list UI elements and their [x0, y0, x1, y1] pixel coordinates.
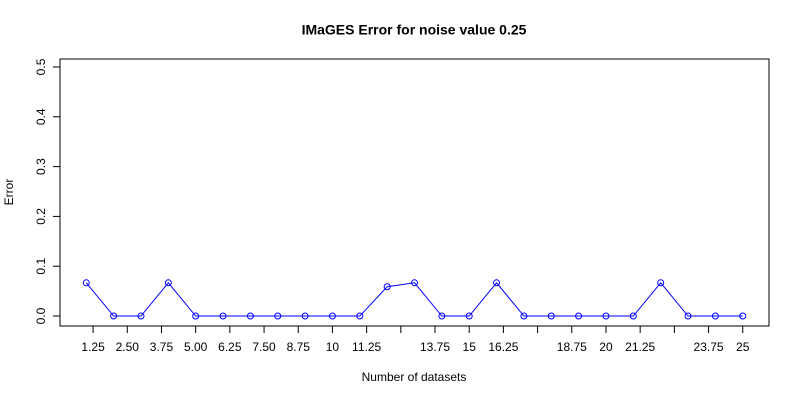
- x-axis-label: Number of datasets: [362, 370, 467, 384]
- y-axis-label: Error: [2, 179, 16, 206]
- point: [164, 279, 172, 287]
- x-tick-label: 21.25: [625, 340, 655, 354]
- point: [465, 312, 473, 320]
- point: [274, 312, 282, 320]
- plot-frame: [59, 58, 770, 327]
- x-tick-label: 1.25: [81, 340, 105, 354]
- x-tick-label: 18.75: [557, 340, 587, 354]
- point: [192, 312, 200, 320]
- x-tick-label: 23.75: [694, 340, 724, 354]
- y-tick-label: 0.5: [34, 58, 48, 75]
- y-tick-label: 0.2: [34, 208, 48, 225]
- y-tick-label: 0.3: [34, 158, 48, 175]
- x-tick-label: 25: [736, 340, 750, 354]
- point: [657, 279, 665, 287]
- x-tick-label: 5.00: [184, 340, 208, 354]
- y-tick-label: 0.1: [34, 258, 48, 275]
- x-tick-label: 10: [326, 340, 340, 354]
- point: [82, 279, 90, 287]
- point: [246, 312, 254, 320]
- series-line: [85, 282, 743, 317]
- point: [328, 312, 336, 320]
- x-tick-label: 3.75: [150, 340, 174, 354]
- point: [520, 312, 528, 320]
- point: [219, 312, 227, 320]
- x-tick-label: 2.50: [116, 340, 140, 354]
- x-tick-label: 6.25: [218, 340, 242, 354]
- point: [629, 312, 637, 320]
- point: [110, 312, 118, 320]
- x-tick-label: 15: [463, 340, 477, 354]
- point: [301, 312, 309, 320]
- point: [383, 283, 391, 291]
- point: [602, 312, 610, 320]
- point: [575, 312, 583, 320]
- point: [438, 312, 446, 320]
- x-tick-label: 7.50: [252, 340, 276, 354]
- x-tick-label: 8.75: [287, 340, 311, 354]
- point: [356, 312, 364, 320]
- chart-title: IMaGES Error for noise value 0.25: [302, 22, 527, 38]
- point: [739, 312, 747, 320]
- x-tick-label: 20: [599, 340, 613, 354]
- point: [411, 279, 418, 287]
- x-tick-label: 13.75: [420, 340, 450, 354]
- x-tick-label: 16.25: [488, 340, 518, 354]
- y-tick-label: 0.0: [34, 307, 48, 324]
- point: [684, 312, 692, 320]
- point: [493, 279, 501, 287]
- x-tick-label: 11.25: [352, 340, 381, 354]
- point: [711, 312, 719, 320]
- point: [547, 312, 555, 320]
- y-tick-label: 0.4: [34, 108, 48, 125]
- point: [137, 312, 145, 320]
